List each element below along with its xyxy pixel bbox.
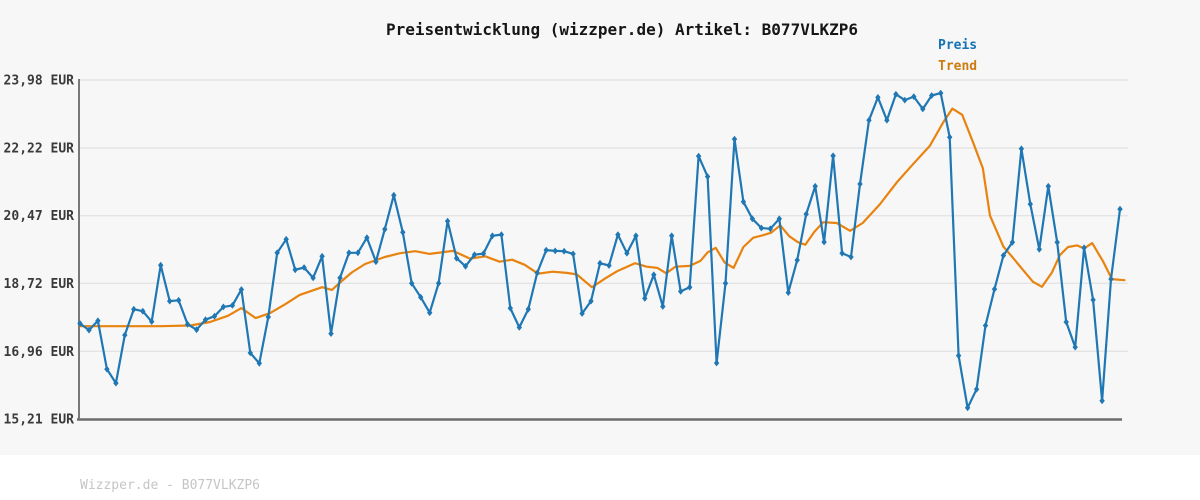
trend-line <box>78 107 1126 328</box>
y-tick-label: 20,47 EUR <box>4 209 75 224</box>
y-tick-label: 16,96 EUR <box>4 345 75 360</box>
legend-preis-label: Preis <box>938 38 978 53</box>
y-tick-label: 15,21 EUR <box>4 413 75 428</box>
y-tick-label: 23,98 EUR <box>4 74 75 89</box>
preis-markers <box>77 89 1123 412</box>
preis-line <box>78 92 1122 409</box>
bottom-strip <box>0 455 1200 500</box>
y-tick-label: 18,72 EUR <box>4 277 75 292</box>
watermark: Wizzper.de - B077VLKZP6 <box>80 478 261 493</box>
chart-title: Preisentwicklung (wizzper.de) Artikel: B… <box>385 20 858 39</box>
legend-trend-label: Trend <box>938 59 978 74</box>
y-tick-label: 22,22 EUR <box>4 142 75 157</box>
